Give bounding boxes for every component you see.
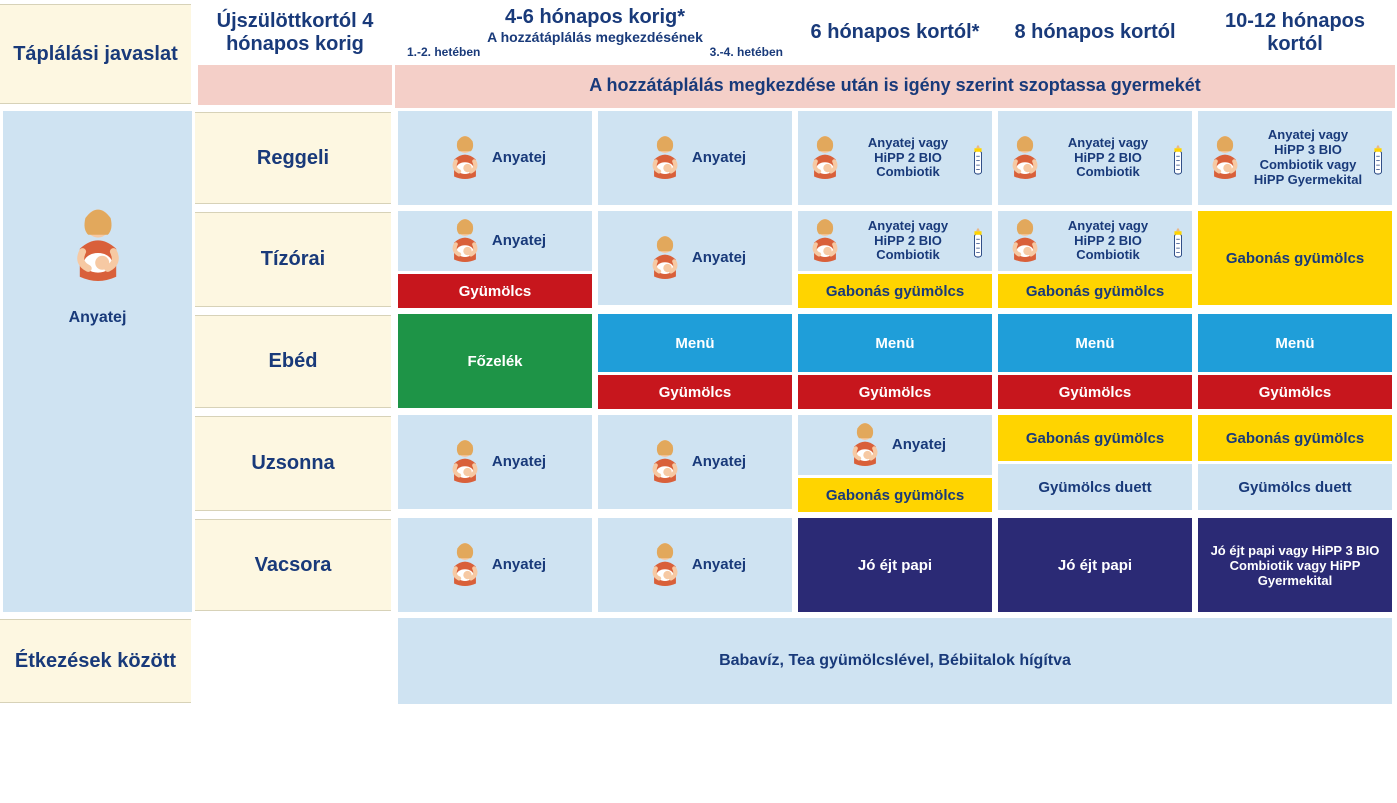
tizorai-c3-milk: Anyatej vagy HiPP 2 BIO Combiotik bbox=[798, 211, 992, 271]
row-uzsonna: Uzsonna bbox=[195, 416, 391, 511]
row-between: Étkezések között bbox=[0, 619, 191, 703]
tizorai-c5-gabonas: Gabonás gyümölcs bbox=[1198, 211, 1392, 305]
breastfeeding-icon bbox=[644, 539, 686, 591]
banner-left-empty bbox=[198, 65, 392, 105]
breastfeeding-icon bbox=[63, 201, 133, 291]
vacsora-c3: Jó éjt papi bbox=[798, 518, 992, 612]
row-vacsora: Vacsora bbox=[195, 519, 391, 611]
uzsonna-c3-anyatej: Anyatej bbox=[798, 415, 992, 475]
col-header-4-6: 4-6 hónapos korig* A hozzátáplálás megke… bbox=[395, 0, 795, 65]
bottle-icon bbox=[970, 221, 986, 261]
reggeli-c3: Anyatej vagy HiPP 2 BIO Combiotik bbox=[798, 111, 992, 205]
tizorai-c2a-anyatej: Anyatej bbox=[398, 211, 592, 271]
breastfeeding-icon bbox=[644, 436, 686, 488]
col-header-8: 8 hónapos kortól bbox=[995, 0, 1195, 65]
uzsonna-c2b: Anyatej bbox=[598, 415, 792, 509]
tizorai-c4-milk: Anyatej vagy HiPP 2 BIO Combiotik bbox=[998, 211, 1192, 271]
bottle-icon bbox=[1170, 138, 1186, 178]
bottle-icon bbox=[1170, 221, 1186, 261]
vacsora-c4: Jó éjt papi bbox=[998, 518, 1192, 612]
ebed-c4-menu: Menü bbox=[998, 314, 1192, 372]
row-reggeli: Reggeli bbox=[195, 112, 391, 204]
col-header-6: 6 hónapos kortól* bbox=[795, 0, 995, 65]
tizorai-c2a-gyumolcs: Gyümölcs bbox=[398, 274, 592, 308]
ebed-c3-menu: Menü bbox=[798, 314, 992, 372]
breastfeeding-icon bbox=[644, 132, 686, 184]
ebed-c2a-fozelek: Főzelék bbox=[398, 314, 592, 408]
uzsonna-c5-gabonas: Gabonás gyümölcs bbox=[1198, 415, 1392, 461]
breastfeeding-icon bbox=[444, 539, 486, 591]
breastfeeding-icon bbox=[844, 419, 886, 471]
breastfeeding-icon bbox=[804, 215, 846, 267]
row-ebed: Ebéd bbox=[195, 315, 391, 408]
breastfeed-banner: A hozzátáplálás megkezdése után is igény… bbox=[395, 65, 1395, 108]
breastfeeding-icon bbox=[1004, 132, 1046, 184]
uzsonna-c2a: Anyatej bbox=[398, 415, 592, 509]
tizorai-c4-gabonas: Gabonás gyümölcs bbox=[998, 274, 1192, 308]
reggeli-c2a: Anyatej bbox=[398, 111, 592, 205]
newborn-anyatej-block: Anyatej bbox=[3, 111, 192, 612]
breastfeeding-icon bbox=[444, 436, 486, 488]
vacsora-c2b: Anyatej bbox=[598, 518, 792, 612]
ebed-c5-menu: Menü bbox=[1198, 314, 1392, 372]
vacsora-c5: Jó éjt papi vagy HiPP 3 BIO Combiotik va… bbox=[1198, 518, 1392, 612]
col-header-newborn: Újszülöttkortól 4 hónapos korig bbox=[195, 0, 395, 65]
uzsonna-c4-gabonas: Gabonás gyümölcs bbox=[998, 415, 1192, 461]
ebed-c2b-menu: Menü bbox=[598, 314, 792, 372]
row-header-title: Táplálási javaslat bbox=[0, 4, 191, 104]
uzsonna-c3-gabonas: Gabonás gyümölcs bbox=[798, 478, 992, 512]
col-header-10-12: 10-12 hónapos kortól bbox=[1195, 0, 1395, 65]
breastfeeding-icon bbox=[1004, 215, 1046, 267]
bottle-icon bbox=[970, 138, 986, 178]
tizorai-c3-gabonas: Gabonás gyümölcs bbox=[798, 274, 992, 308]
breastfeeding-icon bbox=[444, 215, 486, 267]
vacsora-c2a: Anyatej bbox=[398, 518, 592, 612]
breastfeeding-icon bbox=[1204, 132, 1246, 184]
bottle-icon bbox=[1370, 138, 1386, 178]
breastfeeding-icon bbox=[444, 132, 486, 184]
uzsonna-c4-duett: Gyümölcs duett bbox=[998, 464, 1192, 510]
ebed-c4-gyumolcs: Gyümölcs bbox=[998, 375, 1192, 409]
ebed-c5-gyumolcs: Gyümölcs bbox=[1198, 375, 1392, 409]
breastfeeding-icon bbox=[644, 232, 686, 284]
reggeli-c4: Anyatej vagy HiPP 2 BIO Combiotik bbox=[998, 111, 1192, 205]
reggeli-c2b: Anyatej bbox=[598, 111, 792, 205]
breastfeeding-icon bbox=[804, 132, 846, 184]
tizorai-c2b: Anyatej bbox=[598, 211, 792, 305]
ebed-c3-gyumolcs: Gyümölcs bbox=[798, 375, 992, 409]
reggeli-c5: Anyatej vagy HiPP 3 BIO Combiotik vagy H… bbox=[1198, 111, 1392, 205]
uzsonna-c5-duett: Gyümölcs duett bbox=[1198, 464, 1392, 510]
ebed-c2b-gyumolcs: Gyümölcs bbox=[598, 375, 792, 409]
between-meals-footer: Babavíz, Tea gyümölcslével, Bébiitalok h… bbox=[398, 618, 1392, 704]
row-tizorai: Tízórai bbox=[195, 212, 391, 307]
